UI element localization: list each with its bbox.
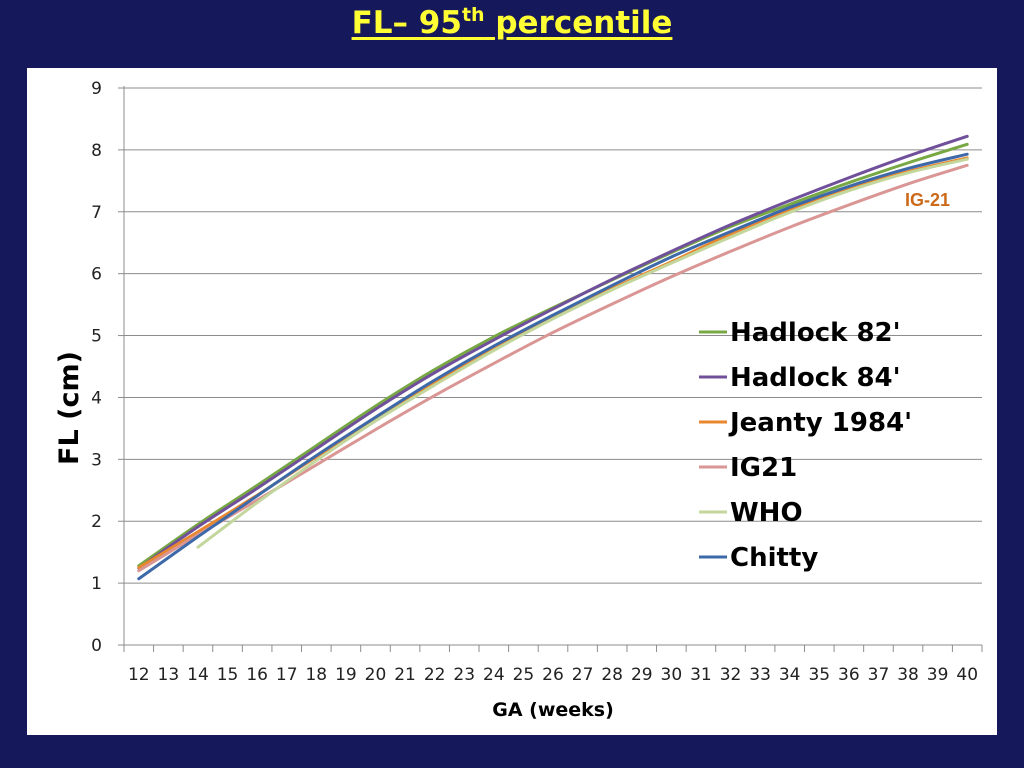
slide-title: FL– 95th percentile bbox=[0, 4, 1024, 41]
x-tick-label-16: 16 bbox=[246, 665, 268, 685]
y-tick-label-1: 1 bbox=[91, 574, 102, 594]
x-tick-label-36: 36 bbox=[838, 665, 860, 685]
x-tick-label-32: 32 bbox=[720, 665, 742, 685]
ig21-annotation: IG-21 bbox=[905, 190, 950, 210]
x-tick-label-14: 14 bbox=[187, 665, 209, 685]
x-tick-label-33: 33 bbox=[749, 665, 771, 685]
x-tick-label-23: 23 bbox=[453, 665, 475, 685]
legend-label-hadlock-84: Hadlock 84' bbox=[730, 363, 901, 393]
slide-title-superscript: th bbox=[461, 4, 485, 26]
y-tick-label-3: 3 bbox=[91, 450, 102, 470]
legend-label-who: WHO bbox=[730, 498, 803, 528]
slide-title-end: percentile bbox=[484, 5, 673, 41]
x-tick-label-24: 24 bbox=[483, 665, 505, 685]
y-tick-label-2: 2 bbox=[91, 512, 102, 532]
x-tick-label-18: 18 bbox=[305, 665, 327, 685]
x-tick-label-35: 35 bbox=[808, 665, 830, 685]
x-tick-label-13: 13 bbox=[158, 665, 180, 685]
y-tick-label-0: 0 bbox=[91, 636, 102, 656]
x-tick-label-39: 39 bbox=[927, 665, 949, 685]
x-tick-label-28: 28 bbox=[601, 665, 623, 685]
x-tick-label-20: 20 bbox=[365, 665, 387, 685]
gridlines bbox=[124, 87, 982, 584]
x-tick-label-17: 17 bbox=[276, 665, 298, 685]
y-tick-label-9: 9 bbox=[91, 79, 102, 99]
series-lines bbox=[137, 134, 969, 581]
x-tick-label-12: 12 bbox=[128, 665, 150, 685]
legend-label-jeanty-1984: Jeanty 1984' bbox=[728, 408, 912, 438]
x-tick-label-27: 27 bbox=[572, 665, 594, 685]
y-tick-label-7: 7 bbox=[91, 203, 102, 223]
chart-panel: 0 1 2 3 4 5 6 7 8 9 12 13 14 15 16 17 18 19 20 21 22 23 24 25 26… bbox=[27, 68, 997, 735]
x-tick-label-30: 30 bbox=[661, 665, 683, 685]
legend-label-chitty: Chitty bbox=[730, 543, 818, 573]
y-axis-label: FL (cm) bbox=[54, 351, 85, 465]
y-tick-label-8: 8 bbox=[91, 141, 102, 161]
x-tick-label-15: 15 bbox=[217, 665, 239, 685]
x-tick-label-40: 40 bbox=[956, 665, 978, 685]
x-tick-label-37: 37 bbox=[868, 665, 890, 685]
x-tick-label-31: 31 bbox=[690, 665, 712, 685]
y-tick-label-6: 6 bbox=[91, 265, 102, 285]
y-tick-label-4: 4 bbox=[91, 388, 102, 408]
legend-label-ig21: IG21 bbox=[730, 453, 797, 483]
x-axis-label: GA (weeks) bbox=[492, 699, 614, 721]
slide-title-main: FL– 95 bbox=[351, 5, 462, 41]
x-tick-label-34: 34 bbox=[779, 665, 801, 685]
x-tick-label-21: 21 bbox=[394, 665, 416, 685]
x-tick-label-25: 25 bbox=[513, 665, 535, 685]
legend-label-hadlock-82: Hadlock 82' bbox=[730, 318, 901, 348]
series-line-hadlock-84 bbox=[137, 134, 969, 570]
legend: Hadlock 82' Hadlock 84' Jeanty 1984' IG21 WH… bbox=[699, 318, 912, 573]
x-tick-label-38: 38 bbox=[897, 665, 919, 685]
x-tick-label-22: 22 bbox=[424, 665, 446, 685]
x-tick-label-29: 29 bbox=[631, 665, 653, 685]
x-tick-label-26: 26 bbox=[542, 665, 564, 685]
series-line-who bbox=[196, 157, 969, 549]
series-line-chitty bbox=[137, 152, 969, 581]
x-tick-label-19: 19 bbox=[335, 665, 357, 685]
y-tick-label-5: 5 bbox=[91, 327, 102, 347]
